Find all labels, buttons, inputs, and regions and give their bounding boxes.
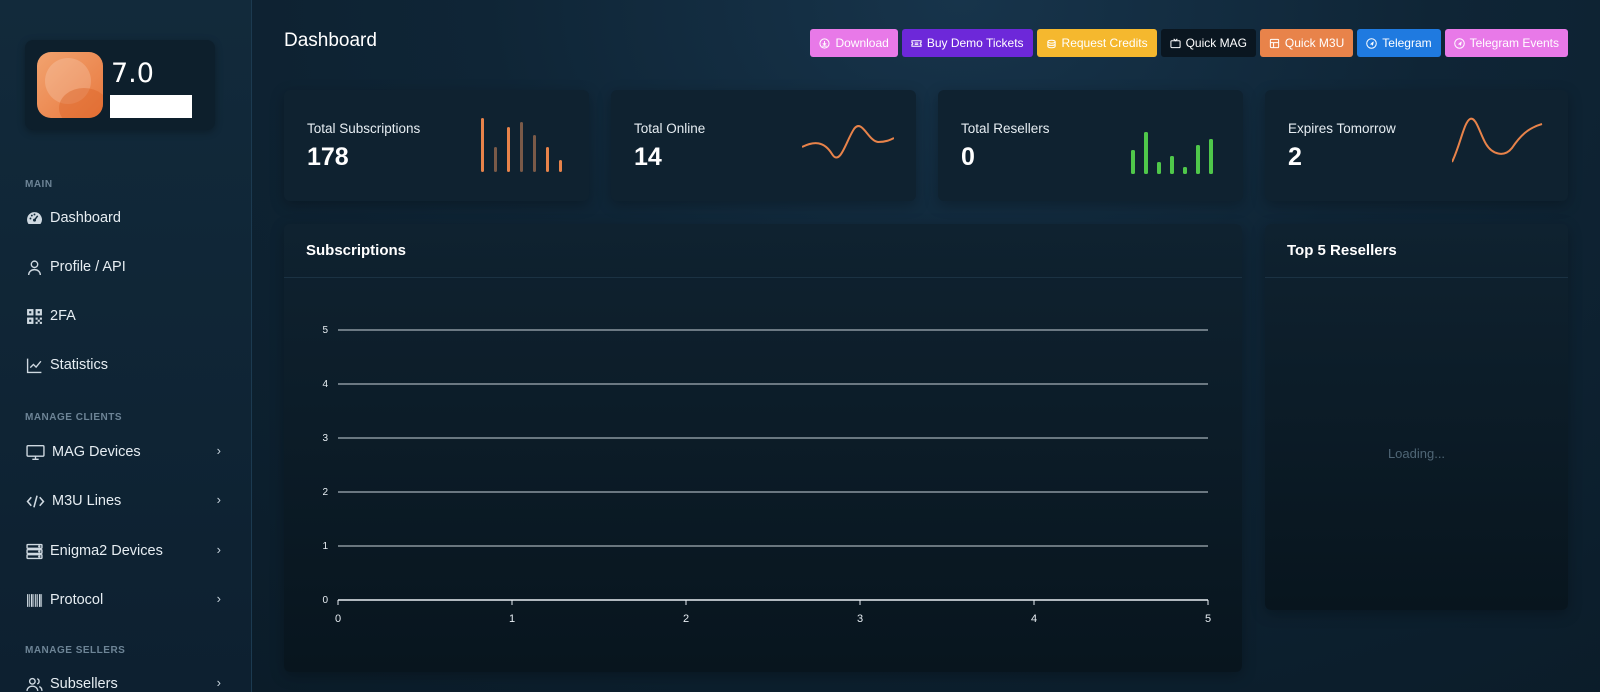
sidebar-item-label: Dashboard bbox=[50, 210, 121, 226]
stat-value: 2 bbox=[1288, 143, 1302, 171]
stat-card-total-online: Total Online 14 bbox=[611, 90, 916, 201]
sidebar-item-dashboard[interactable]: Dashboard bbox=[25, 205, 221, 231]
sidebar-item-statistics[interactable]: Statistics bbox=[25, 352, 221, 378]
stat-label: Total Resellers bbox=[961, 121, 1050, 136]
sidebar-item-label: Subsellers bbox=[50, 676, 118, 692]
subscriptions-panel: Subscriptions 0 1 2 3 4 5 0 1 2 3 4 5 bbox=[284, 224, 1242, 672]
subscriptions-chart: 0 1 2 3 4 5 0 1 2 3 4 5 bbox=[322, 325, 1211, 625]
user-icon bbox=[25, 258, 43, 276]
section-label-manage-sellers: MANAGE SELLERS bbox=[25, 645, 126, 656]
sidebar-item-label: 2FA bbox=[50, 308, 76, 324]
quick-m3u-button-label: Quick M3U bbox=[1284, 36, 1345, 50]
telegram-icon bbox=[1366, 37, 1378, 49]
page-title: Dashboard bbox=[284, 30, 377, 51]
quick-mag-button-label: Quick MAG bbox=[1185, 36, 1247, 50]
download-button[interactable]: Download bbox=[810, 29, 898, 57]
stat-card-total-resellers: Total Resellers 0 bbox=[938, 90, 1243, 201]
stat-value: 178 bbox=[307, 143, 349, 171]
y-tick-label: 0 bbox=[322, 595, 328, 606]
y-tick-label: 5 bbox=[322, 325, 328, 336]
quick-mag-button[interactable]: Quick MAG bbox=[1160, 29, 1256, 57]
sidebar-item-label: Statistics bbox=[50, 357, 109, 373]
stat-label: Total Subscriptions bbox=[307, 121, 421, 136]
y-tick-label: 4 bbox=[322, 379, 328, 390]
coins-icon bbox=[1046, 38, 1057, 49]
expires-sparkline bbox=[1452, 117, 1543, 163]
stat-card-total-subscriptions: Total Subscriptions 178 bbox=[284, 90, 589, 201]
x-tick-label: 4 bbox=[1031, 613, 1037, 625]
sidebar-item-label: Enigma2 Devices bbox=[50, 543, 163, 559]
qrcode-icon bbox=[25, 307, 43, 325]
sidebar-item-mag-devices[interactable]: MAG Devices › bbox=[25, 439, 221, 465]
loading-text: Loading... bbox=[1387, 446, 1446, 461]
sidebar-item-label: M3U Lines bbox=[52, 493, 122, 509]
stat-value: 0 bbox=[961, 143, 975, 171]
buy-demo-tickets-button-label: Buy Demo Tickets bbox=[926, 36, 1024, 50]
section-label-manage-clients: MANAGE CLIENTS bbox=[25, 412, 122, 423]
chevron-right-icon: › bbox=[216, 492, 221, 507]
panel-title: Top 5 Resellers bbox=[1265, 224, 1568, 278]
telegram-events-button[interactable]: Telegram Events bbox=[1444, 29, 1568, 57]
y-tick-label: 3 bbox=[322, 433, 328, 444]
stat-value: 14 bbox=[634, 143, 662, 171]
line-chart-icon bbox=[25, 356, 43, 374]
download-button-label: Download bbox=[835, 36, 889, 50]
telegram-events-button-label: Telegram Events bbox=[1469, 36, 1559, 50]
sidebar-item-2fa[interactable]: 2FA bbox=[25, 303, 221, 329]
sidebar-item-enigma2-devices[interactable]: Enigma2 Devices › bbox=[25, 538, 221, 564]
logo-name-box bbox=[110, 95, 192, 118]
buy-demo-tickets-button[interactable]: Buy Demo Tickets bbox=[901, 29, 1033, 57]
monitor-icon bbox=[25, 443, 45, 461]
online-sparkline bbox=[802, 125, 894, 159]
telegram-button-label: Telegram bbox=[1382, 36, 1432, 50]
stat-label: Total Online bbox=[634, 121, 706, 136]
code-icon bbox=[25, 492, 45, 510]
chevron-right-icon: › bbox=[216, 675, 221, 690]
tv-icon bbox=[1169, 38, 1181, 49]
chevron-right-icon: › bbox=[216, 542, 221, 557]
users-icon bbox=[25, 675, 43, 692]
cloud-download-icon bbox=[819, 37, 831, 49]
sidebar-item-m3u-lines[interactable]: M3U Lines › bbox=[25, 488, 221, 514]
app-logo bbox=[37, 52, 103, 118]
top-resellers-panel: Top 5 Resellers Loading... bbox=[1265, 224, 1568, 610]
telegram-button[interactable]: Telegram bbox=[1357, 29, 1441, 57]
barcode-icon bbox=[25, 591, 43, 609]
y-tick-label: 1 bbox=[322, 541, 328, 552]
logo-card[interactable]: 7.0 bbox=[25, 40, 215, 130]
x-tick-label: 3 bbox=[857, 613, 863, 625]
x-tick-label: 0 bbox=[335, 613, 341, 625]
sidebar-item-label: Protocol bbox=[50, 592, 104, 608]
x-tick-label: 1 bbox=[509, 613, 515, 625]
list-icon bbox=[1269, 38, 1280, 49]
app-version: 7.0 bbox=[111, 58, 154, 89]
sidebar-item-label: Profile / API bbox=[50, 259, 126, 275]
sidebar: 7.0 MAIN Dashboard Profile / API 2FA Sta… bbox=[0, 0, 252, 692]
x-tick-label: 5 bbox=[1205, 613, 1211, 625]
y-tick-label: 2 bbox=[322, 487, 328, 498]
telegram-icon bbox=[1453, 37, 1465, 49]
gauge-icon bbox=[25, 209, 43, 227]
stat-label: Expires Tomorrow bbox=[1288, 121, 1396, 136]
x-tick-label: 2 bbox=[683, 613, 689, 625]
subscriptions-sparkline bbox=[481, 118, 562, 172]
panel-title: Subscriptions bbox=[284, 224, 1242, 278]
sidebar-item-subsellers[interactable]: Subsellers › bbox=[25, 671, 221, 692]
chevron-right-icon: › bbox=[216, 443, 221, 458]
request-credits-button[interactable]: Request Credits bbox=[1036, 29, 1157, 57]
request-credits-button-label: Request Credits bbox=[1061, 36, 1148, 50]
section-label-main: MAIN bbox=[25, 179, 53, 190]
server-icon bbox=[25, 542, 43, 560]
ticket-icon bbox=[911, 38, 922, 49]
resellers-sparkline bbox=[1131, 132, 1213, 174]
stat-card-expires-tomorrow: Expires Tomorrow 2 bbox=[1265, 90, 1568, 201]
header-toolbar: Download Buy Demo Tickets Request Credit… bbox=[810, 29, 1568, 57]
sidebar-item-protocol[interactable]: Protocol › bbox=[25, 587, 221, 613]
sidebar-item-profile-api[interactable]: Profile / API bbox=[25, 254, 221, 280]
quick-m3u-button[interactable]: Quick M3U bbox=[1259, 29, 1354, 57]
chevron-right-icon: › bbox=[216, 591, 221, 606]
sidebar-item-label: MAG Devices bbox=[52, 444, 141, 460]
